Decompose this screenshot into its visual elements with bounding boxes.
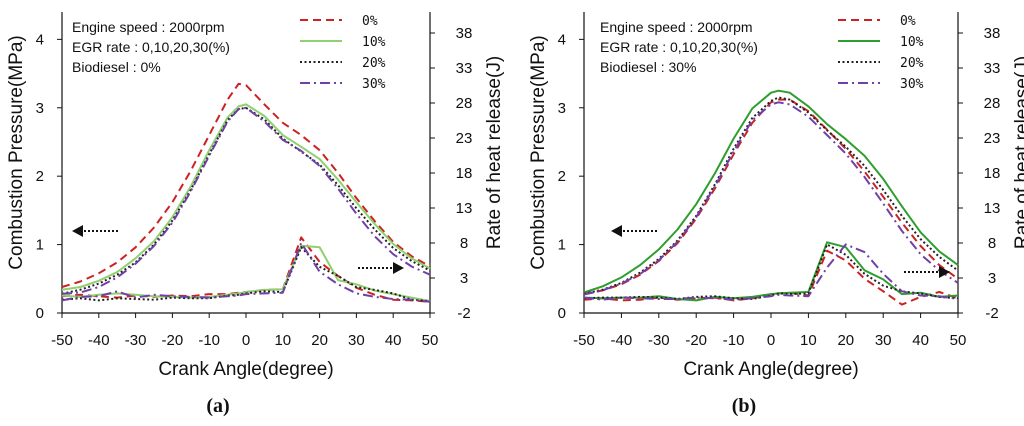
y-tick-label: 3	[36, 100, 44, 117]
right-axis-arrow-icon	[393, 262, 404, 274]
x-tick-label: 0	[767, 332, 775, 349]
y2-tick-label: 3	[988, 270, 996, 287]
pressure-line-egr-30pct	[61, 106, 431, 295]
x-tick-label: -20	[162, 332, 184, 349]
y-tick-label: 0	[558, 305, 566, 322]
y-tick-label: 4	[558, 31, 566, 48]
x-tick-label: -50	[51, 332, 73, 349]
x-tick-label: 50	[422, 332, 439, 349]
legend-label: 20%	[362, 56, 386, 71]
annotation-text: Biodiesel : 30%	[600, 59, 697, 75]
x-tick-label: -10	[198, 332, 220, 349]
chart-panel-a: -50 -40 -30 -20 -10 0 10 20 30 40 5001234-23813182…	[6, 12, 505, 417]
x-tick-label: 10	[800, 332, 817, 349]
y-axis-title: Combustion Pressure(MPa)	[6, 35, 27, 269]
y2-tick-label: 3	[460, 270, 468, 287]
y2-tick-label: 38	[984, 25, 1001, 42]
legend-label: 10%	[900, 35, 924, 50]
y2-tick-label: -2	[985, 305, 998, 322]
y-tick-label: 2	[558, 168, 566, 185]
x-tick-label: 40	[912, 332, 929, 349]
x-tick-label: 30	[348, 332, 365, 349]
legend-label: 0%	[900, 14, 916, 29]
x-tick-label: 20	[311, 332, 328, 349]
y2-axis-title: Rate of heat release(J)	[1012, 56, 1024, 249]
y2-tick-label: 8	[460, 235, 468, 252]
left-axis-arrow-icon	[72, 225, 83, 237]
pressure-line-egr-0pct	[61, 82, 431, 288]
heat-release-line-egr-10pct	[583, 241, 959, 302]
y-tick-label: 2	[36, 168, 44, 185]
x-tick-label: 0	[242, 332, 250, 349]
panel-label: (a)	[206, 395, 229, 417]
y-tick-label: 3	[558, 100, 566, 117]
heat-release-line-egr-30pct	[583, 243, 959, 301]
chart-panel-b: -50 -40 -30 -20 -10 0 10 20 30 40 5001234-23813182…	[528, 12, 1024, 417]
y2-tick-label: 13	[456, 200, 473, 217]
x-tick-label: 30	[875, 332, 892, 349]
y2-tick-label: 33	[456, 60, 473, 77]
y-tick-label: 0	[36, 305, 44, 322]
legend-label: 0%	[362, 14, 378, 29]
pressure-line-egr-10pct	[583, 89, 959, 294]
annotation-text: Engine speed : 2000rpm	[600, 19, 753, 35]
annotation-text: EGR rate : 0,10,20,30(%)	[600, 39, 758, 55]
pressure-line-egr-30pct	[583, 101, 959, 296]
x-tick-label: -50	[573, 332, 595, 349]
legend-label: 20%	[900, 56, 924, 71]
y2-tick-label: -2	[457, 305, 470, 322]
legend-label: 10%	[362, 35, 386, 50]
y-tick-label: 4	[36, 31, 44, 48]
x-tick-label: 10	[274, 332, 291, 349]
pressure-line-egr-20pct	[61, 106, 431, 295]
x-tick-label: -20	[685, 332, 707, 349]
y2-tick-label: 23	[456, 130, 473, 147]
x-tick-label: -30	[125, 332, 147, 349]
x-tick-label: -30	[648, 332, 670, 349]
y2-tick-label: 23	[984, 130, 1001, 147]
x-tick-label: 40	[385, 332, 402, 349]
panel-label: (b)	[732, 395, 756, 417]
x-axis-title: Crank Angle(degree)	[683, 359, 858, 380]
annotation-text: Engine speed : 2000rpm	[72, 19, 225, 35]
y-tick-label: 1	[558, 237, 566, 254]
y2-tick-label: 38	[456, 25, 473, 42]
y2-tick-label: 18	[456, 165, 473, 182]
x-tick-label: 50	[950, 332, 967, 349]
annotation-text: EGR rate : 0,10,20,30(%)	[72, 39, 230, 55]
y2-tick-label: 18	[984, 165, 1001, 182]
x-tick-label: -40	[88, 332, 110, 349]
y2-tick-label: 8	[988, 235, 996, 252]
y2-axis-title: Rate of heat release(J)	[484, 56, 505, 249]
right-axis-arrow-icon	[939, 266, 950, 278]
pressure-line-egr-0pct	[583, 98, 959, 295]
y-axis-title: Combustion Pressure(MPa)	[528, 35, 549, 269]
x-tick-label: -10	[723, 332, 745, 349]
y2-tick-label: 33	[984, 60, 1001, 77]
y2-tick-label: 28	[984, 95, 1001, 112]
pressure-line-egr-10pct	[61, 103, 431, 291]
annotation-text: Biodiesel : 0%	[72, 59, 161, 75]
legend-label: 30%	[900, 77, 924, 92]
x-tick-label: 20	[837, 332, 854, 349]
y2-tick-label: 13	[984, 200, 1001, 217]
left-axis-arrow-icon	[611, 225, 622, 237]
legend-label: 30%	[362, 77, 386, 92]
y-tick-label: 1	[36, 237, 44, 254]
heat-release-line-egr-30pct	[61, 242, 431, 303]
y2-tick-label: 28	[456, 95, 473, 112]
x-axis-title: Crank Angle(degree)	[158, 359, 333, 380]
x-tick-label: -40	[611, 332, 633, 349]
